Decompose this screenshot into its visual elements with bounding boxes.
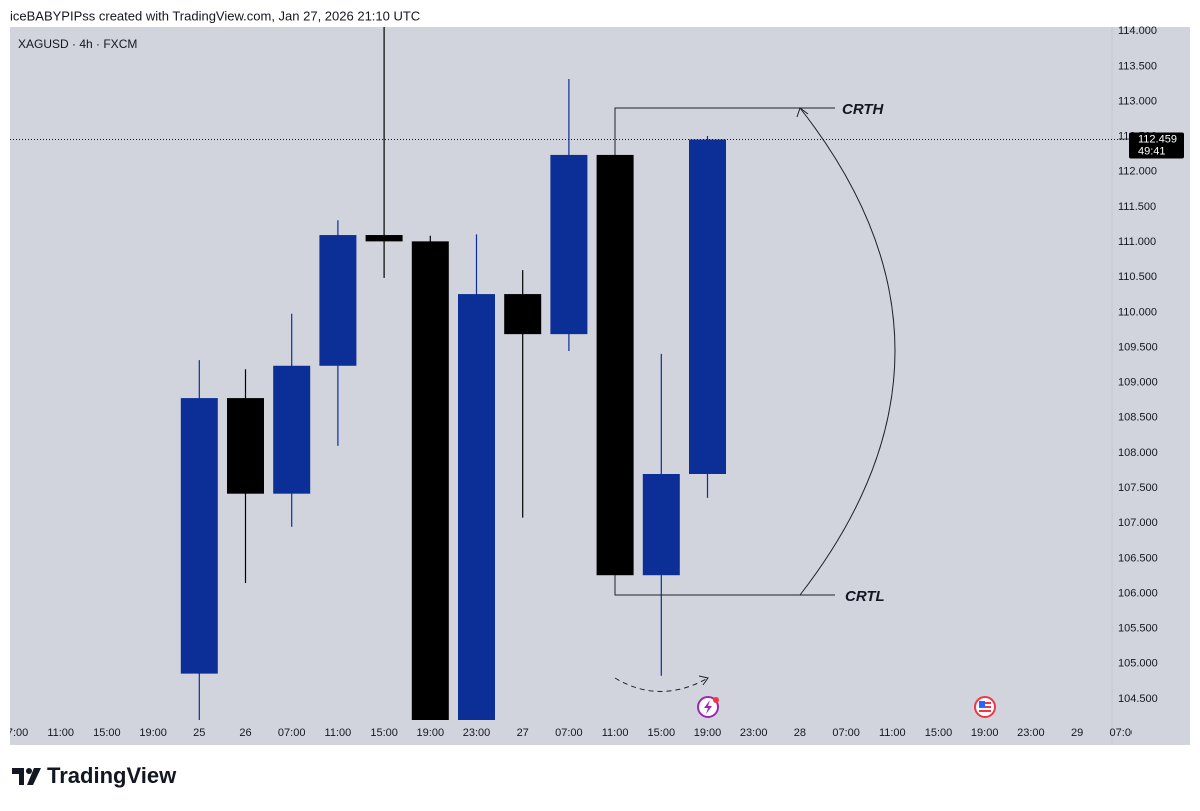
event-icon[interactable] [697, 696, 719, 718]
candle-body [504, 294, 542, 335]
x-tick-label: 11:00 [879, 727, 906, 739]
annotation: CRTL [845, 588, 885, 605]
x-tick-label: 19:00 [971, 727, 999, 739]
last-price-label: 112.459 [1138, 133, 1177, 145]
y-tick-label: 112.000 [1118, 166, 1157, 178]
x-tick-label: 15:00 [925, 727, 953, 739]
y-tick-label: 114.000 [1118, 25, 1157, 37]
y-tick-label: 107.500 [1118, 482, 1158, 494]
y-tick-label: 104.500 [1118, 693, 1158, 705]
x-tick-label: 19:00 [417, 727, 445, 739]
arc-head [698, 675, 709, 686]
x-tick-label: 26 [239, 727, 251, 739]
x-tick-label: 07:00 [1, 727, 29, 739]
candle-body [642, 474, 680, 576]
x-tick-label: 23:00 [740, 727, 768, 739]
x-tick-label: 19:00 [694, 727, 722, 739]
candle-body [180, 398, 218, 674]
countdown-label: 49:41 [1138, 145, 1166, 157]
x-tick-label: 28 [794, 727, 806, 739]
candle-body [550, 154, 588, 335]
candle-body [273, 365, 311, 494]
event-icon[interactable] [974, 696, 996, 718]
y-tick-label: 105.500 [1118, 623, 1158, 635]
x-tick-label: 11:00 [602, 727, 629, 739]
x-tick-label: 11:00 [325, 727, 352, 739]
candle-body [365, 235, 403, 242]
x-tick-label: 29 [1071, 727, 1083, 739]
x-tick-label: 15:00 [370, 727, 398, 739]
crtl-line [614, 575, 835, 596]
last-price-box [1129, 132, 1184, 159]
brand-name: TradingView [47, 763, 177, 788]
candle-body [411, 241, 449, 720]
candle-body [227, 398, 264, 494]
y-tick-label: 111.500 [1118, 201, 1156, 213]
y-tick-label: 113.500 [1118, 60, 1157, 72]
candle-body [319, 235, 357, 366]
annotation: CRTH [842, 101, 885, 118]
arrow-head [796, 107, 809, 118]
candle-body [458, 294, 495, 720]
y-tick-label: 106.000 [1118, 587, 1158, 599]
header-text: iceBABYPIPss created with TradingView.co… [10, 8, 420, 23]
crth-line [614, 107, 835, 155]
plot-area [180, 27, 726, 720]
candle-body [596, 154, 634, 576]
x-tick-label: 07:00 [555, 727, 583, 739]
x-tick-label: 07:00 [832, 727, 860, 739]
dashed-arc [614, 677, 709, 692]
y-tick-label: 109.500 [1118, 341, 1158, 353]
x-tick-label: 11:00 [47, 727, 74, 739]
y-tick-label: 108.500 [1118, 412, 1158, 424]
drawings [614, 107, 896, 692]
x-tick-label: 15:00 [93, 727, 121, 739]
y-tick-label: 107.000 [1118, 517, 1158, 529]
curved-arrow [799, 107, 896, 596]
x-tick-label: 07:00 [1110, 727, 1138, 739]
x-tick-label: 15:00 [648, 727, 676, 739]
x-tick-label: 23:00 [1017, 727, 1045, 739]
x-tick-label: 27 [517, 727, 529, 739]
x-tick-label: 07:00 [278, 727, 306, 739]
y-tick-label: 108.000 [1118, 447, 1158, 459]
x-tick-label: 23:00 [463, 727, 491, 739]
y-tick-label: 111.000 [1118, 236, 1156, 248]
y-tick-label: 110.500 [1118, 271, 1157, 283]
y-tick-label: 113.000 [1118, 95, 1157, 107]
y-tick-label: 110.000 [1118, 306, 1157, 318]
y-tick-label: 106.500 [1118, 552, 1158, 564]
brand-logo [12, 768, 41, 785]
y-tick-label: 109.000 [1118, 377, 1158, 389]
x-tick-label: 19:00 [139, 727, 167, 739]
time-axis: 07:00 11:00 15:00 19:00 25 26 07:00 11:00 15:00 1… [1, 727, 1138, 739]
candle-body [689, 139, 726, 475]
symbol-legend: XAGUSD · 4h · FXCM [18, 37, 137, 51]
x-tick-label: 25 [193, 727, 205, 739]
y-tick-label: 105.000 [1118, 658, 1158, 670]
